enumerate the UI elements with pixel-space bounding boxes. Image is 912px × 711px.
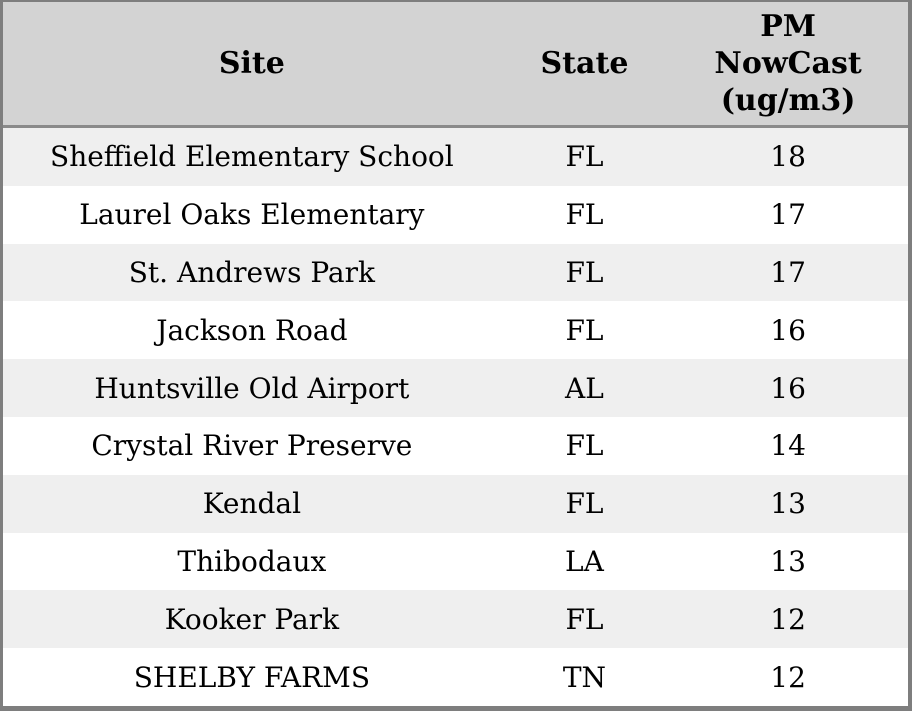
pm-cell: 13 <box>770 544 806 578</box>
pm-cell: 17 <box>770 198 806 232</box>
pm-cell: 18 <box>770 140 806 174</box>
table-row: Kooker Park FL 12 <box>3 590 908 649</box>
table-row: SHELBY FARMS TN 12 <box>3 648 908 706</box>
pm-cell: 12 <box>770 660 806 694</box>
column-header-pm-nowcast: PM NowCast (ug/m3) <box>714 9 862 118</box>
table-row: Thibodaux LA 13 <box>3 532 908 591</box>
table-row: Laurel Oaks Elementary FL 17 <box>3 185 908 244</box>
state-cell: TN <box>562 660 607 694</box>
pm-cell: 14 <box>770 429 806 463</box>
site-cell: Kendal <box>202 487 302 521</box>
site-cell: Kooker Park <box>164 602 340 636</box>
site-cell: Crystal River Preserve <box>91 429 413 463</box>
pm-cell: 12 <box>770 602 806 636</box>
table-row: Jackson Road FL 16 <box>3 301 908 360</box>
table-row: Crystal River Preserve FL 14 <box>3 416 908 475</box>
table-row: Kendal FL 13 <box>3 474 908 533</box>
state-cell: FL <box>565 198 604 232</box>
table-row: Sheffield Elementary School FL 18 <box>3 128 908 186</box>
state-cell: FL <box>565 602 604 636</box>
table-header-row: Site State PM NowCast (ug/m3) <box>3 2 908 128</box>
site-cell: Sheffield Elementary School <box>50 140 454 174</box>
site-cell: Jackson Road <box>156 313 348 347</box>
table-body: Sheffield Elementary School FL 18 Laurel… <box>3 128 908 706</box>
state-cell: AL <box>565 371 604 405</box>
site-cell: Huntsville Old Airport <box>94 371 410 405</box>
pm-cell: 13 <box>770 487 806 521</box>
table-row: St. Andrews Park FL 17 <box>3 243 908 302</box>
column-header-site: Site <box>218 46 285 81</box>
pm-cell: 16 <box>770 313 806 347</box>
state-cell: FL <box>565 255 604 289</box>
state-cell: FL <box>565 140 604 174</box>
site-cell: Thibodaux <box>177 544 327 578</box>
pm-cell: 17 <box>770 255 806 289</box>
state-cell: FL <box>565 487 604 521</box>
state-cell: FL <box>565 313 604 347</box>
site-cell: SHELBY FARMS <box>133 660 370 694</box>
state-cell: LA <box>565 544 604 578</box>
table-row: Huntsville Old Airport AL 16 <box>3 359 908 417</box>
pm-cell: 16 <box>770 371 806 405</box>
state-cell: FL <box>565 429 604 463</box>
column-header-state: State <box>540 46 629 81</box>
site-cell: Laurel Oaks Elementary <box>79 198 425 232</box>
site-cell: St. Andrews Park <box>128 255 375 289</box>
